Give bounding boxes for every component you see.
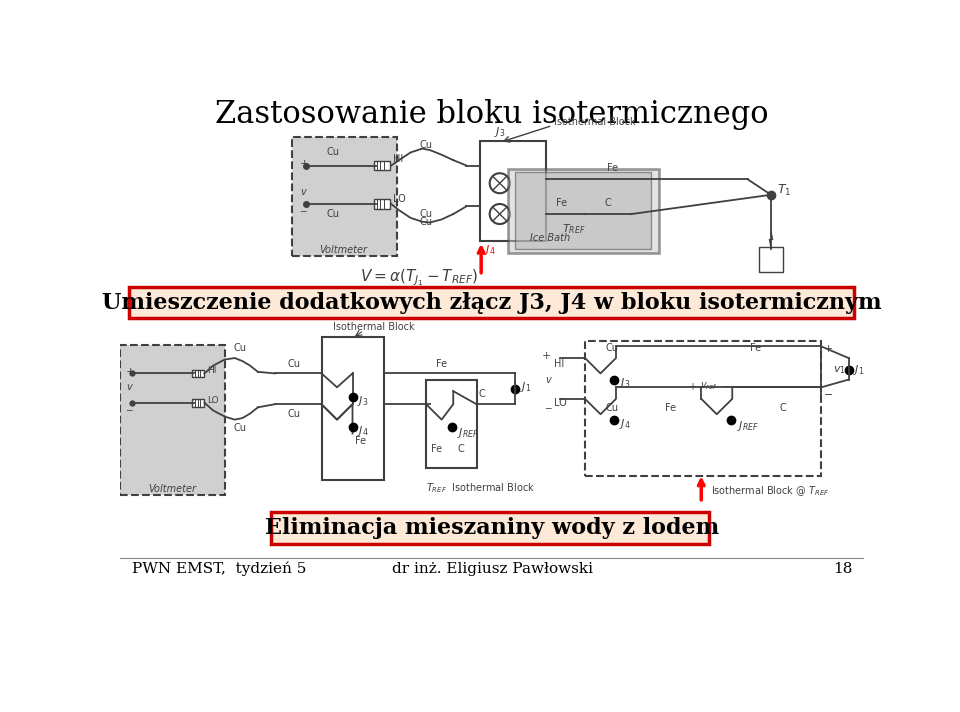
Text: Cu: Cu [326,147,340,157]
FancyBboxPatch shape [271,512,709,545]
Text: Fe: Fe [750,343,761,353]
Text: PWN EMST,  tydzień 5: PWN EMST, tydzień 5 [132,562,306,576]
Text: $J_1$: $J_1$ [520,380,531,394]
Text: Cu: Cu [606,404,618,414]
Text: Ice Bath: Ice Bath [530,233,570,243]
Text: $T_{REF}$: $T_{REF}$ [562,223,586,236]
FancyBboxPatch shape [130,287,854,318]
Text: HI: HI [393,155,403,164]
Text: Cu: Cu [606,343,618,353]
Text: +: + [688,382,696,392]
Text: −: − [722,382,731,392]
Text: Cu: Cu [420,216,433,226]
FancyBboxPatch shape [585,341,822,476]
FancyBboxPatch shape [292,137,396,256]
Text: Voltmeter: Voltmeter [319,245,368,255]
Text: Isothermal Block @ $T_{REF}$: Isothermal Block @ $T_{REF}$ [710,484,829,498]
Text: −: − [824,390,833,400]
Bar [508,169,659,253]
Bar [192,370,204,377]
Text: $J_1$: $J_1$ [853,363,865,377]
Text: Umieszczenie dodatkowych złącz J3, J4 w bloku isotermicznym: Umieszczenie dodatkowych złącz J3, J4 w … [102,292,882,313]
Text: Fe: Fe [354,436,366,446]
Text: +: + [126,367,135,377]
Bar [374,199,390,209]
Text: Cu: Cu [288,359,300,369]
Text: Isothermal Block: Isothermal Block [333,322,415,332]
Circle shape [490,173,510,193]
Text: $V = \alpha(T_{J_1} - T_{REF})$: $V = \alpha(T_{J_1} - T_{REF})$ [360,268,479,288]
Text: Fe: Fe [431,444,442,454]
Bar [192,399,204,407]
Text: Cu: Cu [326,209,340,219]
Text: 18: 18 [833,562,852,576]
Text: HI: HI [554,359,564,370]
Text: HI: HI [206,366,216,375]
Text: Cu: Cu [420,140,433,150]
Text: +: + [541,352,551,362]
FancyBboxPatch shape [120,345,225,495]
Text: v: v [126,382,132,392]
Bar [759,247,782,272]
Text: $v_1$: $v_1$ [833,365,846,376]
Text: LO: LO [206,396,219,405]
Text: C: C [605,198,612,208]
Text: Cu: Cu [288,409,300,419]
Text: $J_3$: $J_3$ [357,394,369,408]
Text: LO: LO [393,194,405,204]
Text: Cu: Cu [233,343,247,353]
Text: Isothermal Block: Isothermal Block [554,117,636,127]
Text: Cu: Cu [420,209,433,219]
Bar [374,161,390,170]
Text: Fe: Fe [436,359,447,369]
Text: $T_1$: $T_1$ [778,184,792,199]
Text: $J_{REF}$: $J_{REF}$ [737,419,759,433]
Bar [480,141,546,241]
Text: $T_{REF}$  Isothermal Block: $T_{REF}$ Isothermal Block [426,481,535,495]
Text: v: v [300,187,305,197]
Text: $v_{ref}$: $v_{ref}$ [700,380,718,392]
Text: v: v [545,375,551,384]
Text: +: + [300,159,309,169]
Text: $J_3$: $J_3$ [494,125,506,140]
Text: Fe: Fe [607,163,617,173]
Bar [322,337,383,480]
Text: $J_4$: $J_4$ [357,424,369,438]
Text: C: C [478,389,486,399]
Text: C: C [780,404,786,414]
Bar [516,172,651,249]
Text: _: _ [545,399,551,409]
Text: $J_4$: $J_4$ [619,417,631,431]
Text: Cu: Cu [233,423,247,433]
Text: Eliminacja mieszaniny wody z lodem: Eliminacja mieszaniny wody z lodem [265,517,719,539]
Text: $J_{REF}$: $J_{REF}$ [457,426,479,441]
Bar [426,379,476,468]
Text: LO: LO [554,398,566,408]
Text: Fe: Fe [664,404,676,414]
Text: Zastosowanie bloku isotermicznego: Zastosowanie bloku isotermicznego [215,98,769,130]
Text: +: + [824,344,833,354]
Text: Voltmeter: Voltmeter [149,483,197,493]
Text: _: _ [126,401,132,411]
Text: Fe: Fe [556,198,567,208]
Text: $J_3$: $J_3$ [619,377,631,390]
Text: $J_4$: $J_4$ [484,244,496,257]
Text: dr inż. Eligiusz Pawłowski: dr inż. Eligiusz Pawłowski [392,562,592,576]
Text: C: C [458,444,465,454]
Text: _: _ [300,202,305,212]
Circle shape [490,204,510,224]
